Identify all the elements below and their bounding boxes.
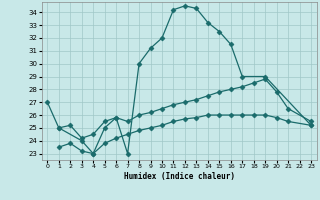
- X-axis label: Humidex (Indice chaleur): Humidex (Indice chaleur): [124, 172, 235, 181]
